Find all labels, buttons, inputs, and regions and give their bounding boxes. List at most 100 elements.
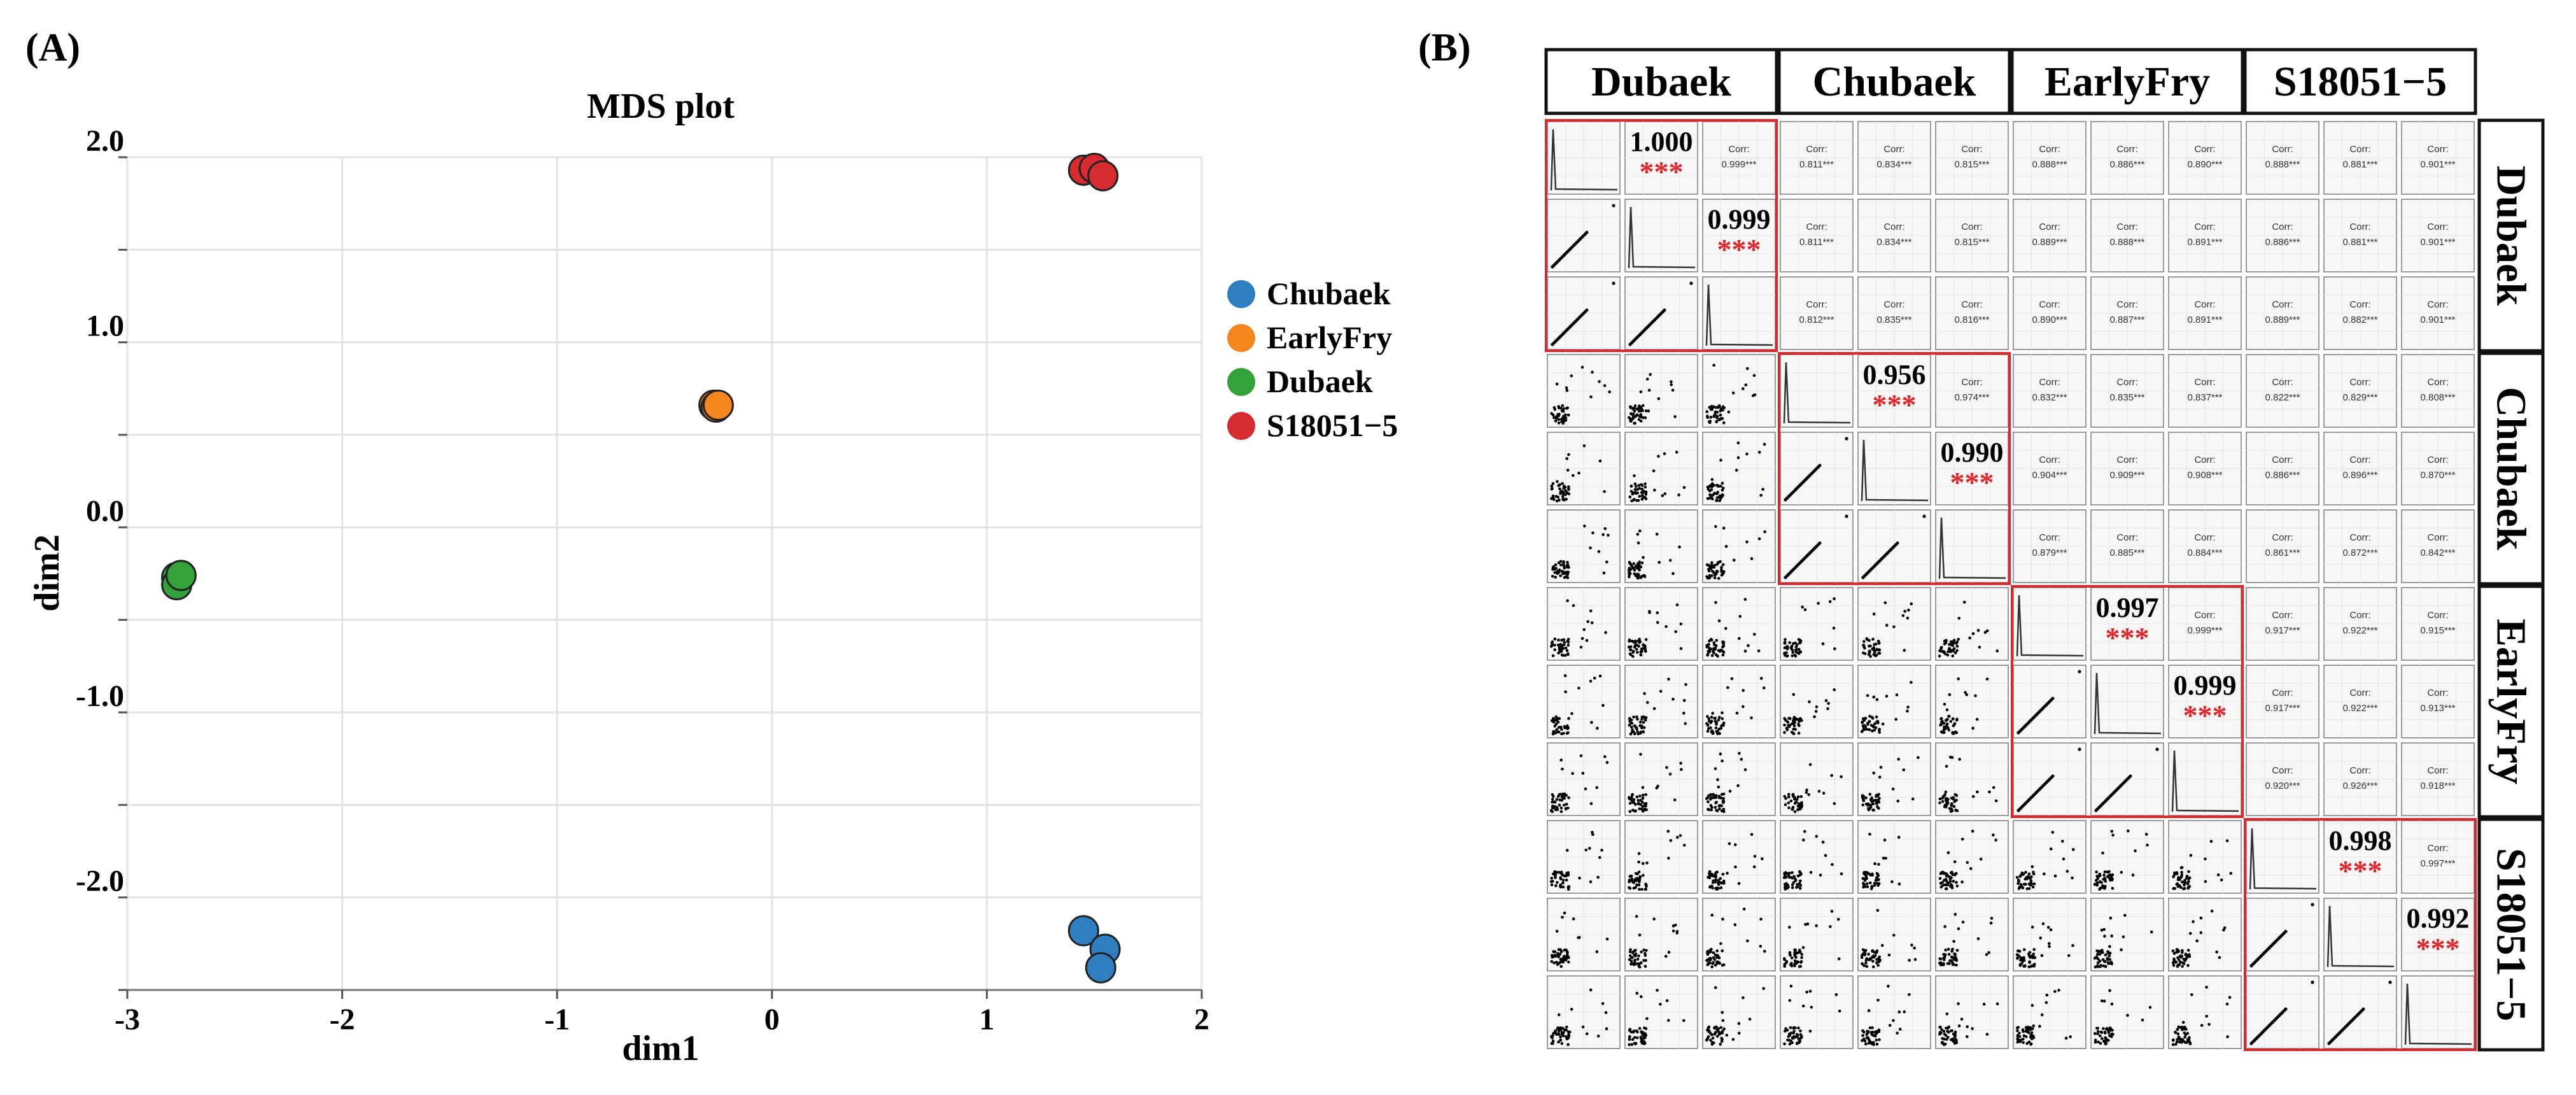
pairs-point: [2102, 885, 2106, 888]
pairs-cell: [2013, 975, 2087, 1049]
pairs-point: [2229, 872, 2233, 875]
pairs-point: [1591, 371, 1594, 374]
pairs-point: [2093, 1032, 2097, 1035]
pairs-point: [2226, 1035, 2229, 1038]
pairs-point: [1641, 805, 1645, 808]
pairs-point: [1955, 949, 1959, 952]
pairs-point: [2022, 948, 2026, 951]
pairs-point: [1834, 993, 1838, 996]
pairs-point: [1705, 797, 1708, 800]
pairs-corr-small-value: 0.997***: [2420, 858, 2455, 869]
pairs-point: [1559, 1026, 1562, 1029]
pairs-point: [1719, 877, 1722, 880]
pairs-point: [2031, 1027, 2034, 1031]
pairs-point: [1759, 945, 1763, 948]
pairs-point: [1601, 533, 1605, 537]
pairs-cell: [1547, 587, 1621, 661]
pairs-point: [1708, 726, 1712, 730]
pairs-point: [1707, 488, 1710, 491]
pairs-point: [1559, 406, 1563, 410]
pairs-point: [1735, 469, 1738, 472]
pairs-cell: [1702, 975, 1776, 1049]
pairs-point: [1953, 800, 1957, 803]
pairs-point: [1561, 404, 1565, 407]
pairs-point: [1551, 798, 1554, 801]
pairs-point: [1951, 956, 1955, 959]
pairs-point: [2210, 909, 2214, 913]
pairs-point: [1948, 877, 1952, 881]
pairs-point: [1636, 532, 1640, 536]
pairs-point: [1719, 1026, 1723, 1029]
pairs-point: [1757, 451, 1761, 454]
pairs-point: [1566, 1036, 1570, 1040]
pairs-point: [1632, 1029, 1636, 1033]
pairs-point: [2104, 1039, 2108, 1042]
pairs-point: [1714, 716, 1717, 720]
pairs-point: [1952, 940, 1955, 943]
pairs-point: [1940, 1028, 1943, 1031]
pairs-point: [1709, 647, 1713, 651]
pairs-point: [1791, 871, 1794, 875]
pairs-point: [1715, 809, 1718, 812]
pairs-point: [1845, 514, 1848, 518]
pairs-point: [1966, 861, 1969, 865]
pairs-point: [2039, 936, 2043, 940]
pairs-point: [1955, 963, 1958, 967]
pairs-point: [1869, 873, 1872, 877]
pairs-point: [1629, 648, 1632, 651]
pairs-point: [1793, 1035, 1797, 1039]
pairs-point: [2126, 829, 2130, 833]
pairs-point: [1641, 1037, 1644, 1041]
pairs-point: [1604, 631, 1607, 634]
pairs-point: [1830, 910, 1834, 913]
pairs-point: [1565, 649, 1569, 653]
pairs-point: [2109, 916, 2113, 920]
pairs-point: [1969, 867, 1973, 870]
pairs-point: [1710, 914, 1714, 917]
pairs-point: [1705, 722, 1708, 725]
pairs-corr-caption: Corr:: [2116, 144, 2137, 155]
pairs-point: [1946, 797, 1950, 801]
pairs-point: [1922, 514, 1926, 518]
pairs-cell: Corr:0.918***: [2401, 742, 2475, 816]
pairs-point: [1564, 807, 1568, 811]
pairs-cell: [1547, 509, 1621, 583]
pairs-point: [2101, 949, 2104, 952]
pairs-point: [1628, 638, 1631, 642]
pairs-point: [1799, 960, 1803, 963]
pairs-point: [1862, 644, 1866, 647]
pairs-point: [1550, 497, 1553, 500]
pairs-point: [1948, 962, 1951, 965]
pairs-point: [1553, 567, 1557, 571]
pairs-point: [2190, 993, 2193, 996]
pairs-point: [1795, 798, 1799, 801]
pairs-density-curve: [1705, 284, 1773, 346]
pairs-point: [1628, 1038, 1631, 1042]
pairs-cell: [2168, 742, 2242, 816]
pairs-point: [2111, 873, 2115, 877]
pairs-corr-caption: Corr:: [2349, 765, 2370, 776]
pairs-point: [2046, 926, 2050, 929]
pairs-point: [2016, 956, 2019, 960]
pairs-point: [2150, 930, 2153, 934]
pairs-point: [1640, 647, 1643, 651]
pairs-point: [1669, 838, 1673, 842]
pairs-point: [2103, 935, 2106, 938]
pairs-point: [1652, 917, 1656, 921]
pairs-point: [1867, 807, 1870, 810]
pairs-point: [2176, 878, 2180, 882]
pairs-point: [1721, 481, 1724, 485]
pairs-point: [1711, 731, 1715, 735]
pairs-corr-small-value: 0.890***: [2187, 159, 2222, 170]
pairs-point: [1558, 413, 1561, 416]
pairs-point: [1636, 651, 1639, 654]
pairs-point: [1550, 484, 1554, 488]
pairs-point: [1742, 387, 1745, 390]
pairs-point: [1740, 758, 1743, 761]
pairs-point: [1784, 887, 1787, 891]
pairs-point: [1944, 790, 1948, 794]
pairs-point: [2175, 1040, 2179, 1043]
pairs-point: [1786, 872, 1789, 875]
pairs-cell: Corr:0.832***: [2013, 354, 2087, 428]
pairs-point: [1821, 840, 1825, 844]
